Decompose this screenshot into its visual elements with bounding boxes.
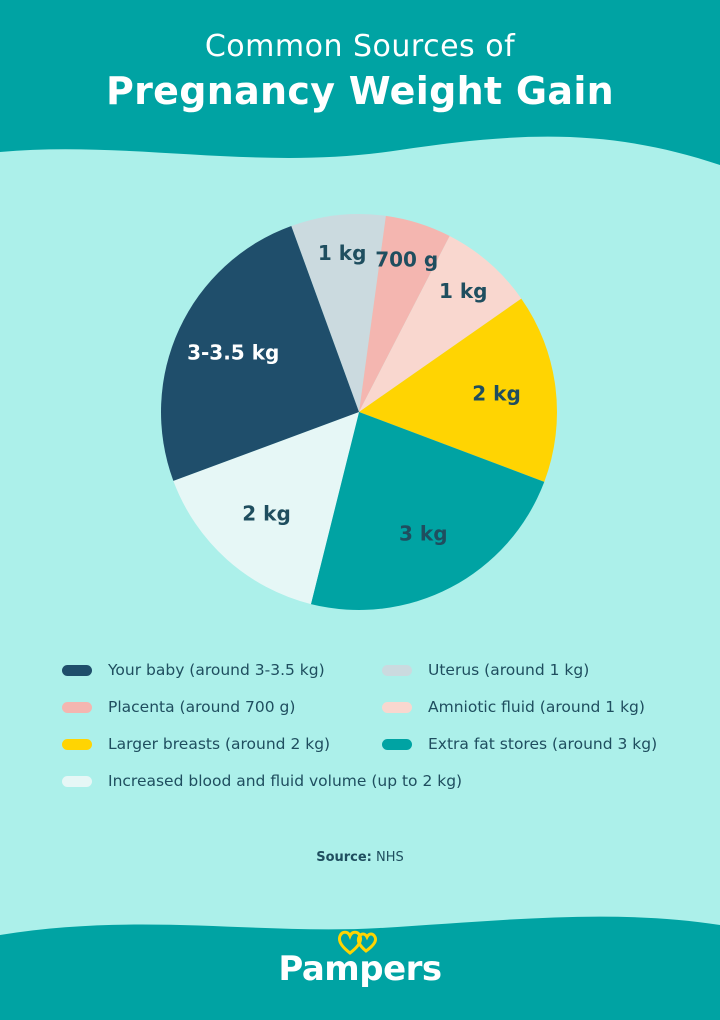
slice-label-blood: 2 kg [242,502,291,526]
slice-label-amniotic: 1 kg [439,279,488,303]
legend-label-blood: Increased blood and fluid volume (up to … [108,772,463,790]
heart-logo-icon [338,930,377,955]
source-prefix: Source: [316,850,372,865]
legend-label-uterus: Uterus (around 1 kg) [428,661,590,679]
legend-label-placenta: Placenta (around 700 g) [108,698,296,716]
legend-item-fat: Extra fat stores (around 3 kg) [382,731,657,757]
footer-band [0,916,720,1020]
logo-wordmark: Pampers [278,949,442,989]
slice-label-uterus: 1 kg [318,241,367,265]
legend-swatch-blood [62,775,92,787]
slice-label-baby: 3-3.5 kg [187,340,279,364]
pie-slice-amniotic [359,235,522,412]
pie-slice-fat [310,412,545,610]
pie-slice-blood [173,412,359,605]
legend-item-baby: Your baby (around 3-3.5 kg) [62,657,325,683]
legend-item-breasts: Larger breasts (around 2 kg) [62,731,330,757]
legend-swatch-amniotic [382,701,412,713]
slice-label-placenta: 700 g [375,247,438,271]
legend-swatch-breasts [62,738,92,750]
legend-swatch-placenta [62,701,92,713]
pampers-logo: Pampers [0,930,720,1005]
legend-label-breasts: Larger breasts (around 2 kg) [108,735,331,753]
legend-label-amniotic: Amniotic fluid (around 1 kg) [428,698,645,716]
pie-slice-placenta [359,215,450,412]
slice-label-breasts: 2 kg [472,381,521,405]
source-name: NHS [376,850,404,865]
legend-swatch-baby [62,664,92,676]
pie-slice-breasts [359,298,557,482]
legend-item-uterus: Uterus (around 1 kg) [382,657,589,683]
legend-item-placenta: Placenta (around 700 g) [62,694,295,720]
title-line-1: Common Sources of [204,29,516,64]
legend-item-blood: Increased blood and fluid volume (up to … [62,768,462,794]
title-line-2: Pregnancy Weight Gain [105,69,615,113]
legend-label-baby: Your baby (around 3-3.5 kg) [108,661,325,679]
legend-swatch-fat [382,738,412,750]
legend-item-amniotic: Amniotic fluid (around 1 kg) [382,694,645,720]
slice-label-fat: 3 kg [399,521,448,545]
pie-slice-uterus [291,214,386,412]
source-note: Source: NHS [0,850,720,865]
legend-label-fat: Extra fat stores (around 3 kg) [428,735,658,753]
pie-chart: 1 kg 700 g1 kg2 kg3 kg2 kg3-3.5 kg [160,214,557,610]
pie-slice-baby [160,225,359,481]
header-band [0,0,720,165]
page-title: Common Sources of Pregnancy Weight Gain [0,28,720,116]
legend-swatch-uterus [382,664,412,676]
